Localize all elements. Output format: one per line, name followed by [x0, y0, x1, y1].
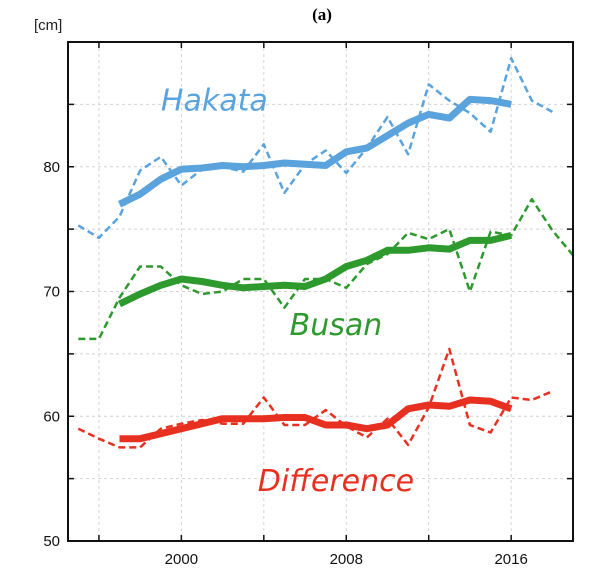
hakata-smoothed-line: [117, 95, 512, 208]
difference-label: Difference: [258, 464, 414, 499]
series-labels: Hakata Busan Difference: [161, 84, 414, 499]
series-layer: [77, 56, 574, 449]
x-tick-label: 2008: [330, 551, 363, 568]
y-tick-label: 60: [43, 408, 60, 425]
busan-label: Busan: [290, 308, 383, 343]
hakata-annual-line: [77, 56, 554, 240]
x-tick-label: 2000: [165, 551, 198, 568]
y-tick-label: 80: [43, 159, 60, 176]
y-unit-label: [cm]: [34, 17, 62, 34]
hakata-label: Hakata: [161, 84, 268, 119]
y-tick-label: 70: [43, 284, 60, 301]
panel-label: (a): [312, 5, 332, 24]
difference-smoothed-line: [119, 396, 513, 443]
busan-smoothed-line: [117, 231, 513, 308]
axis-ticks: 2000 2008 2016 50 60 70 80: [43, 42, 573, 568]
y-tick-label: 50: [43, 533, 60, 550]
x-tick-label: 2016: [494, 551, 527, 568]
